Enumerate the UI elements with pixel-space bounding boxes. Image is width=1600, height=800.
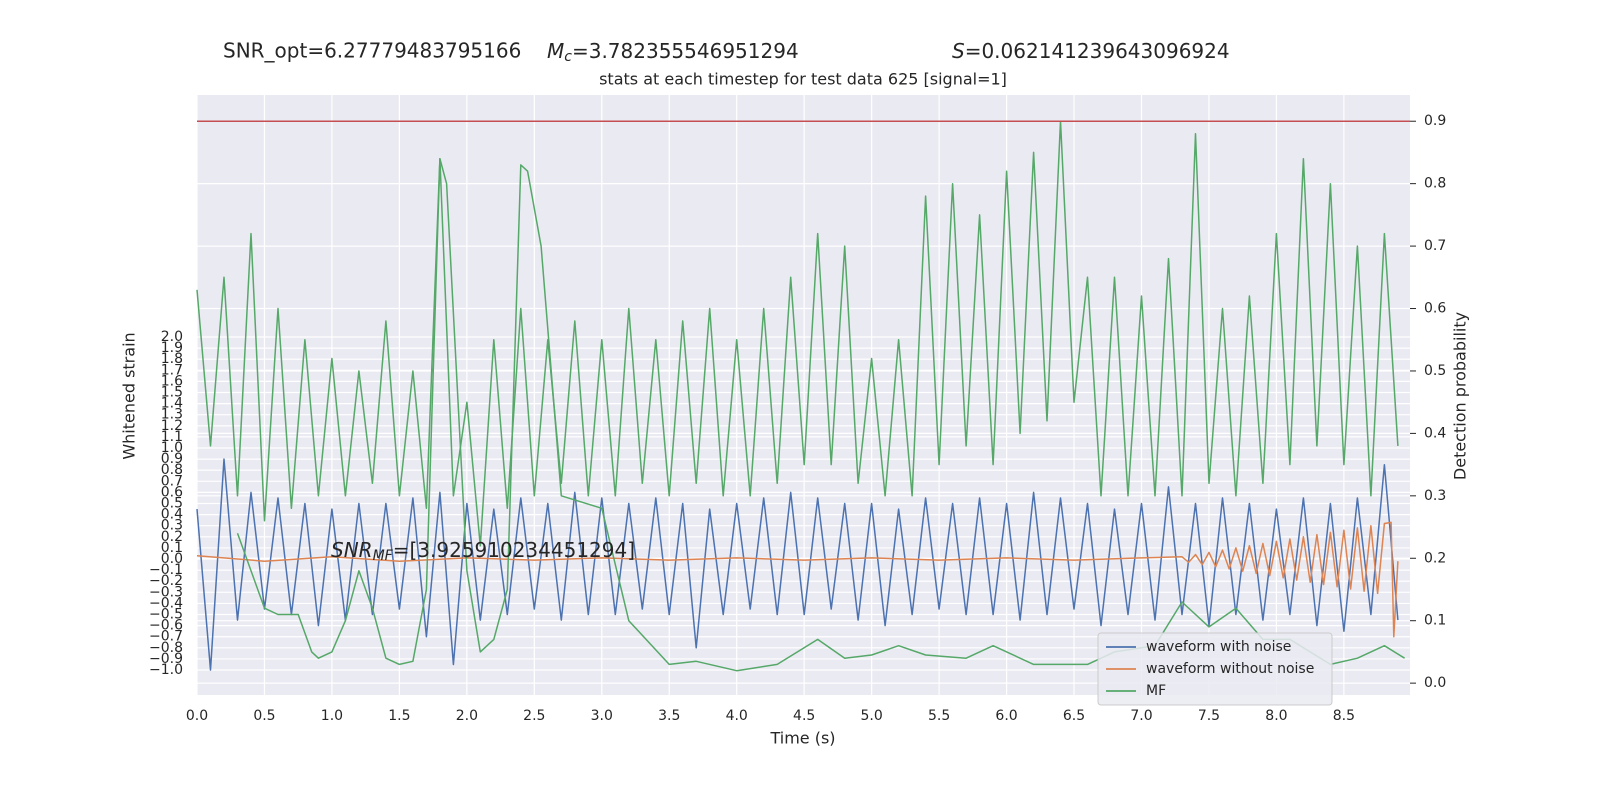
y-tick-label: 1.6	[161, 373, 183, 389]
series-line	[196, 458, 1399, 671]
mc-text: Mc=3.782355546951294	[547, 39, 799, 66]
legend-label: waveform without noise	[1146, 661, 1314, 677]
y-tick-label: 0.0	[161, 551, 183, 567]
y-tick-label: 1.2	[161, 418, 183, 434]
y-tick-label: 0.5	[161, 496, 183, 512]
mc-value: =3.782355546951294	[572, 39, 799, 63]
mc-sub: c	[564, 49, 572, 65]
x-tick-label: 3.0	[591, 708, 613, 724]
x-tick-label: 0.0	[186, 708, 208, 724]
y-tick-label: 0.2	[161, 529, 183, 545]
y-tick-label: 0.7	[161, 473, 183, 489]
x-tick-label: 1.0	[321, 708, 343, 724]
s-text: S=0.062141239643096924	[952, 39, 1230, 63]
grid: 0.0 0.5 1.0 1.5 2.0 2.5 3.0 3.5 4.0 4.5 5.0 5.5 6.0 6…	[149, 95, 1446, 724]
y-tick-label: 0.1	[161, 540, 183, 556]
y-tick-label: −0.2	[149, 573, 183, 589]
y-tick-label: 1.7	[161, 362, 183, 378]
x-tick-label: 1.5	[388, 708, 410, 724]
x-tick-label: 5.0	[861, 708, 883, 724]
chart-title: stats at each timestep for test data 625…	[599, 70, 1007, 89]
series-line	[196, 521, 1399, 638]
y-tick-label: −0.9	[149, 651, 183, 667]
y-tick-label: −0.8	[149, 640, 183, 656]
y2-axis-label: Detection probability	[1451, 312, 1470, 480]
x-tick-label: 6.5	[1063, 708, 1085, 724]
annotation: SNRMF=[3.925910234451294]	[331, 538, 635, 565]
y2-tick-label: 0.1	[1424, 613, 1446, 629]
y-tick-label: 1.3	[161, 407, 183, 423]
y2-tick-label: 0.7	[1424, 238, 1446, 254]
y-tick-label: 0.9	[161, 451, 183, 467]
x-tick-label: 7.5	[1198, 708, 1220, 724]
x-tick-label: 2.5	[523, 708, 545, 724]
annotation-sub: MF	[373, 548, 394, 564]
x-tick-label: 4.5	[793, 708, 815, 724]
y-tick-label: −0.7	[149, 629, 183, 645]
y-tick-label: −1.0	[149, 662, 183, 678]
mc-symbol: M	[547, 39, 564, 63]
y2-tick-label: 0.0	[1424, 675, 1446, 691]
snr-opt: SNR_opt=6.27779483795166	[223, 39, 521, 63]
x-tick-label: 8.5	[1333, 708, 1355, 724]
y-tick-label: 1.9	[161, 340, 183, 356]
y2-tick-label: 0.6	[1424, 301, 1446, 317]
x-tick-label: 4.0	[726, 708, 748, 724]
annotation-value: =[3.925910234451294]	[393, 538, 635, 562]
x-tick-label: 7.0	[1130, 708, 1152, 724]
y2-tick-label: 0.3	[1424, 488, 1446, 504]
s-symbol: S	[952, 39, 965, 63]
marks	[196, 120, 1410, 672]
y2-tick-label: 0.9	[1424, 113, 1446, 129]
x-tick-label: 2.0	[456, 708, 478, 724]
y2-tick-label: 0.2	[1424, 550, 1446, 566]
y-tick-label: −0.3	[149, 584, 183, 600]
y-tick-label: 0.6	[161, 484, 183, 500]
series-line	[236, 157, 1405, 672]
y-tick-label: −0.4	[149, 595, 183, 611]
overlay: SNRMF=[3.925910234451294]waveform with n…	[331, 538, 1333, 706]
y-tick-label: −0.1	[149, 562, 183, 578]
y-tick-label: 1.1	[161, 429, 183, 445]
x-axis-label: Time (s)	[769, 729, 835, 748]
x-tick-label: 0.5	[253, 708, 275, 724]
y-tick-label: 1.0	[161, 440, 183, 456]
y-tick-label: 1.8	[161, 351, 183, 367]
y-tick-label: 1.4	[161, 396, 183, 412]
y-tick-label: −0.5	[149, 607, 183, 623]
x-tick-label: 3.5	[658, 708, 680, 724]
y-axis-label: Whitened strain	[120, 332, 139, 459]
s-value: =0.062141239643096924	[965, 39, 1230, 63]
x-tick-label: 8.0	[1265, 708, 1287, 724]
y-tick-label: 0.8	[161, 462, 183, 478]
annotation-symbol: SNR	[331, 538, 373, 562]
y-tick-label: 2.0	[161, 329, 183, 345]
y-tick-label: −0.6	[149, 618, 183, 634]
legend-box	[1097, 632, 1333, 706]
y2-tick-label: 0.5	[1424, 363, 1446, 379]
x-tick-label: 5.5	[928, 708, 950, 724]
y2-tick-label: 0.8	[1424, 176, 1446, 192]
y-tick-label: 0.4	[161, 507, 183, 523]
y-tick-label: 1.5	[161, 385, 183, 401]
y-tick-label: 0.3	[161, 518, 183, 534]
legend-label: MF	[1146, 683, 1166, 699]
series-line	[196, 120, 1399, 547]
x-tick-label: 6.0	[995, 708, 1017, 724]
y2-tick-label: 0.4	[1424, 425, 1446, 441]
legend-label: waveform with noise	[1146, 639, 1291, 655]
